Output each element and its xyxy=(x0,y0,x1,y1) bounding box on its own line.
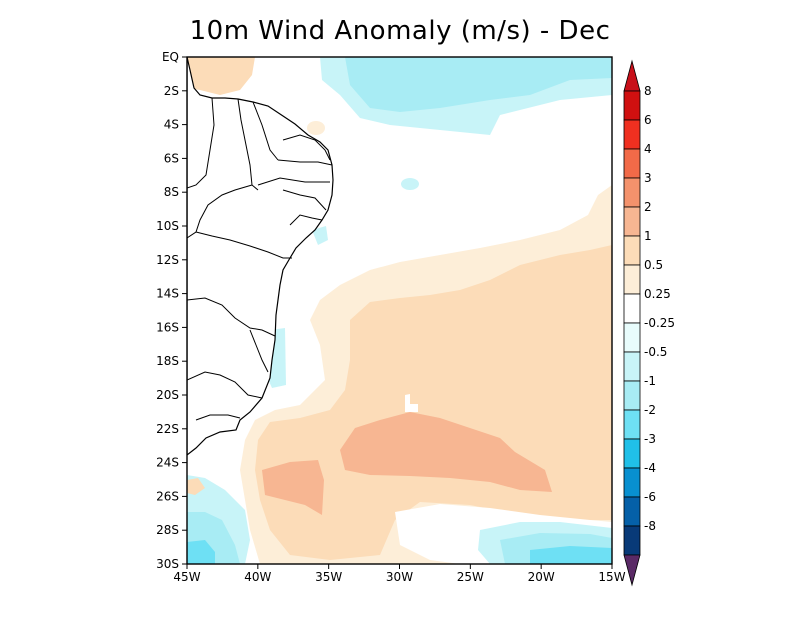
colorbar-swatch xyxy=(623,496,641,527)
colorbar-label: 1 xyxy=(644,229,652,243)
colorbar-swatch xyxy=(623,467,641,498)
lon-tick-label: 35W xyxy=(315,570,342,584)
colorbar-swatch xyxy=(623,119,641,150)
colorbar-swatch xyxy=(623,380,641,411)
lon-tick-label: 15W xyxy=(598,570,625,584)
lat-tick-label: 30S xyxy=(156,557,179,571)
colorbar-label: 2 xyxy=(644,200,652,214)
colorbar-label: -2 xyxy=(644,403,656,417)
anomaly-region-northwest xyxy=(187,57,255,95)
anomaly-region-blue-southwest xyxy=(187,540,215,564)
lat-tick-label: 2S xyxy=(164,84,179,98)
anomaly-region-salmon-west xyxy=(262,460,324,515)
anomaly-gap xyxy=(405,394,418,412)
anomaly-region-blue-southeast xyxy=(530,546,612,564)
anomaly-blob xyxy=(307,121,325,135)
lat-tick-label: 20S xyxy=(156,388,179,402)
colorbar-swatch xyxy=(623,322,641,353)
colorbar-swatch xyxy=(623,293,641,324)
lat-tick-label: EQ xyxy=(162,50,179,64)
anomaly-coastal-streak xyxy=(312,226,328,245)
colorbar-label: 3 xyxy=(644,171,652,185)
colorbar-swatch xyxy=(623,177,641,208)
colorbar-swatch xyxy=(623,264,641,295)
lat-tick-label: 18S xyxy=(156,354,179,368)
anomaly-blob-cyan xyxy=(401,178,419,190)
lat-tick-label: 8S xyxy=(164,185,179,199)
map-field xyxy=(187,57,612,564)
lon-tick-label: 40W xyxy=(244,570,271,584)
lon-tick-label: 25W xyxy=(457,570,484,584)
colorbar-swatch xyxy=(623,525,641,556)
colorbar-label: -3 xyxy=(644,432,656,446)
lat-tick-label: 4S xyxy=(164,118,179,132)
lon-tick-label: 30W xyxy=(386,570,413,584)
colorbar-swatch xyxy=(623,351,641,382)
lon-tick-label: 45W xyxy=(173,570,200,584)
lat-tick-label: 12S xyxy=(156,253,179,267)
colorbar: 8 6 4 3 2 1 0.5 0.25 -0.25 -0.5 -1 -2 -3 -4 -6 -8 xyxy=(623,59,675,587)
colorbar-label: 8 xyxy=(644,84,652,98)
colorbar-arrow-bottom xyxy=(623,554,641,587)
lat-tick-label: 22S xyxy=(156,422,179,436)
colorbar-swatch xyxy=(623,148,641,179)
longitude-axis: 45W 40W 35W 30W 25W 20W 15W xyxy=(173,564,626,584)
lat-tick-label: 26S xyxy=(156,489,179,503)
colorbar-label: -0.5 xyxy=(644,345,667,359)
state-boundaries xyxy=(187,97,333,421)
anomaly-region-salmon-east xyxy=(340,412,552,492)
lat-tick-label: 24S xyxy=(156,456,179,470)
colorbar-label: -1 xyxy=(644,374,656,388)
colorbar-label: -8 xyxy=(644,519,656,533)
colorbar-label: -0.25 xyxy=(644,316,675,330)
lat-tick-label: 16S xyxy=(156,320,179,334)
colorbar-swatch xyxy=(623,206,641,237)
colorbar-label: 0.25 xyxy=(644,287,671,301)
map-title: 10m Wind Anomaly (m/s) - Dec xyxy=(189,16,611,46)
colorbar-swatch xyxy=(623,90,641,121)
lat-tick-label: 6S xyxy=(164,151,179,165)
land-brazil xyxy=(187,57,334,456)
colorbar-label: 4 xyxy=(644,142,652,156)
colorbar-arrow-top xyxy=(623,59,641,92)
lat-tick-label: 14S xyxy=(156,287,179,301)
colorbar-label: -6 xyxy=(644,490,656,504)
colorbar-label: 0.5 xyxy=(644,258,663,272)
colorbar-label: 6 xyxy=(644,113,652,127)
colorbar-label: -4 xyxy=(644,461,656,475)
anomaly-region-cyan-north xyxy=(345,57,612,112)
colorbar-swatch xyxy=(623,409,641,440)
lat-tick-label: 28S xyxy=(156,523,179,537)
anomaly-small-orange-southwest xyxy=(187,478,205,495)
lat-tick-label: 10S xyxy=(156,219,179,233)
latitude-axis: EQ 2S 4S 6S 8S 10S 12S 14S 16S 18S 20S 22S 24S 26S 28S… xyxy=(156,50,187,571)
lon-tick-label: 20W xyxy=(528,570,555,584)
colorbar-swatch xyxy=(623,235,641,266)
colorbar-swatch xyxy=(623,438,641,469)
